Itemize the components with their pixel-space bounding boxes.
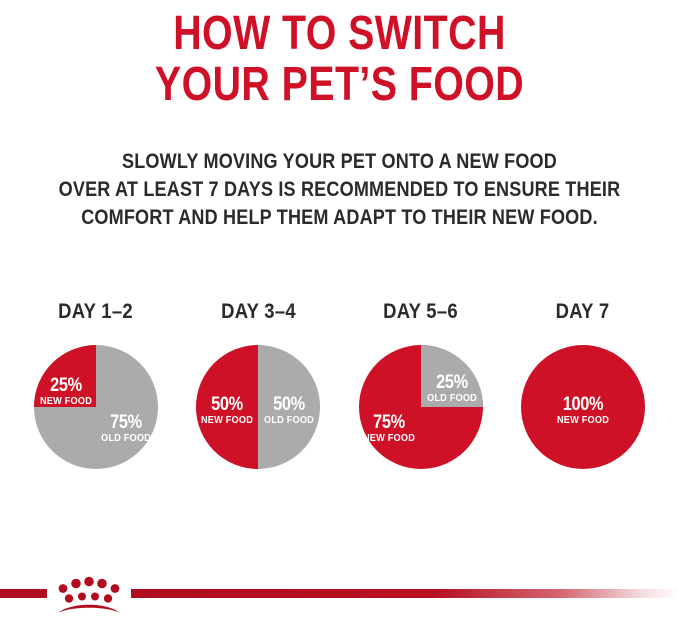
pie-graphic-1: 25% NEW FOOD 75% OLD FOOD bbox=[34, 345, 158, 469]
pie-chart-day-1-2: DAY 1–2 25% NEW FOOD 75% OLD FOOD bbox=[18, 300, 174, 500]
pie-chart-row: DAY 1–2 25% NEW FOOD 75% OLD FOOD DAY 3–… bbox=[0, 300, 679, 500]
pie-svg-1 bbox=[34, 345, 158, 469]
pie-svg-2 bbox=[196, 345, 321, 469]
day-label-4: DAY 7 bbox=[556, 300, 610, 323]
subtitle-line-1: SLOWLY MOVING YOUR PET ONTO A NEW FOOD bbox=[122, 150, 557, 173]
pie-chart-day-5-6: DAY 5–6 25% OLD FOOD 75% NEW FOOD bbox=[343, 300, 499, 500]
pie-graphic-4: 100% NEW FOOD bbox=[520, 345, 645, 469]
footer bbox=[0, 561, 679, 619]
royal-canin-crown-logo bbox=[47, 561, 131, 619]
footer-bar-left bbox=[0, 589, 47, 598]
pie-svg-3 bbox=[358, 345, 483, 469]
pie-chart-day-3-4: DAY 3–4 50% NEW FOOD 50% OLD FOOD bbox=[180, 300, 336, 500]
day-label-1: DAY 1–2 bbox=[58, 300, 134, 323]
pie-chart-day-7: DAY 7 100% NEW FOOD bbox=[505, 300, 661, 500]
subtitle-line-2: OVER AT LEAST 7 DAYS IS RECOMMENDED TO E… bbox=[58, 178, 621, 201]
pie-graphic-3: 25% OLD FOOD 75% NEW FOOD bbox=[358, 345, 483, 469]
pie-graphic-2: 50% NEW FOOD 50% OLD FOOD bbox=[196, 345, 321, 469]
day-label-2: DAY 3–4 bbox=[220, 300, 296, 323]
title-line-2: YOUR PET’S FOOD bbox=[154, 58, 525, 111]
crown-icon bbox=[58, 576, 120, 613]
day-label-3: DAY 5–6 bbox=[383, 300, 459, 323]
pie-svg-4 bbox=[520, 345, 645, 469]
subtitle-line-3: COMFORT AND HELP THEM ADAPT TO THEIR NEW… bbox=[81, 206, 598, 229]
title-line-1: HOW TO SWITCH bbox=[173, 7, 506, 60]
footer-bar-right bbox=[131, 589, 679, 598]
page-title: HOW TO SWITCH YOUR PET’S FOOD bbox=[0, 8, 679, 110]
page-subtitle: SLOWLY MOVING YOUR PET ONTO A NEW FOOD O… bbox=[0, 148, 679, 232]
